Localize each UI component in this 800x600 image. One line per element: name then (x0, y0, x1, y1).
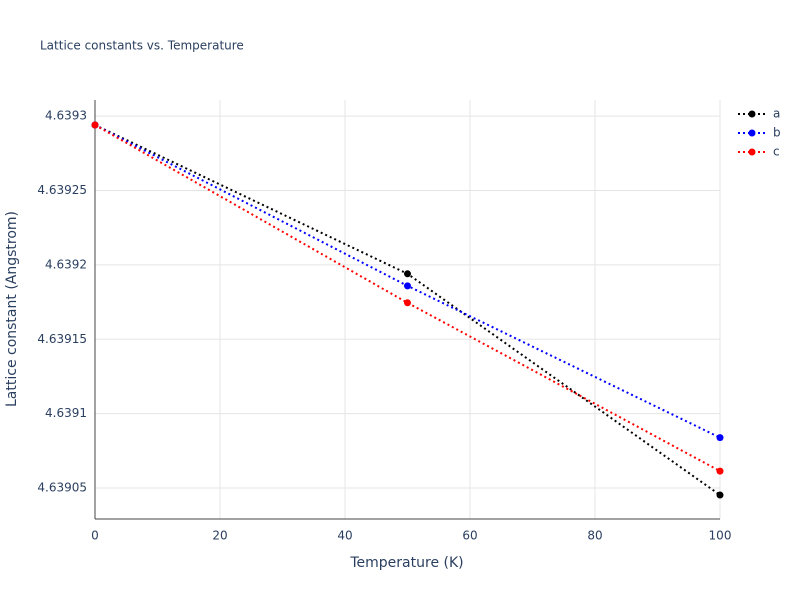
y-tick-label: 4.63905 (37, 481, 87, 495)
y-tick-label: 4.6392 (45, 257, 87, 271)
data-point (91, 121, 99, 129)
x-tick-label: 0 (91, 529, 99, 543)
data-point (404, 299, 411, 307)
x-tick-label: 20 (212, 529, 227, 543)
x-axis-label: Temperature (K) (349, 555, 463, 571)
legend-marker (748, 129, 756, 137)
data-point (404, 270, 411, 278)
x-tick-label: 80 (587, 529, 602, 543)
y-tick-label: 4.6393 (45, 109, 87, 123)
legend-label: a (773, 107, 780, 121)
chart-title: Lattice constants vs. Temperature (40, 39, 244, 53)
data-point (716, 491, 724, 499)
legend-marker (748, 110, 756, 118)
y-axis-label: Lattice constant (Angstrom) (4, 211, 20, 407)
series-line (94, 124, 721, 472)
data-point (716, 434, 724, 442)
legend-marker (748, 148, 756, 156)
data-point (404, 282, 411, 290)
y-tick-label: 4.63925 (37, 183, 87, 197)
x-tick-label: 100 (709, 529, 732, 543)
data-point (716, 467, 724, 475)
y-tick-label: 4.6391 (45, 406, 87, 420)
x-tick-label: 40 (337, 529, 352, 543)
x-tick-label: 60 (462, 529, 477, 543)
legend-label: b (773, 126, 781, 140)
legend-label: c (773, 145, 780, 159)
series-line (94, 124, 721, 439)
y-tick-label: 4.63915 (37, 332, 87, 346)
series-line (94, 124, 721, 496)
